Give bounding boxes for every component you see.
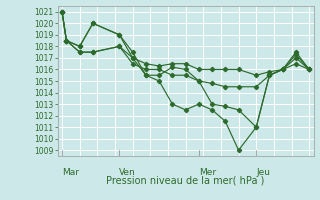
Text: Mar: Mar xyxy=(62,168,79,177)
X-axis label: Pression niveau de la mer( hPa ): Pression niveau de la mer( hPa ) xyxy=(107,175,265,185)
Text: Ven: Ven xyxy=(119,168,136,177)
Text: Jeu: Jeu xyxy=(256,168,270,177)
Text: Mer: Mer xyxy=(199,168,216,177)
